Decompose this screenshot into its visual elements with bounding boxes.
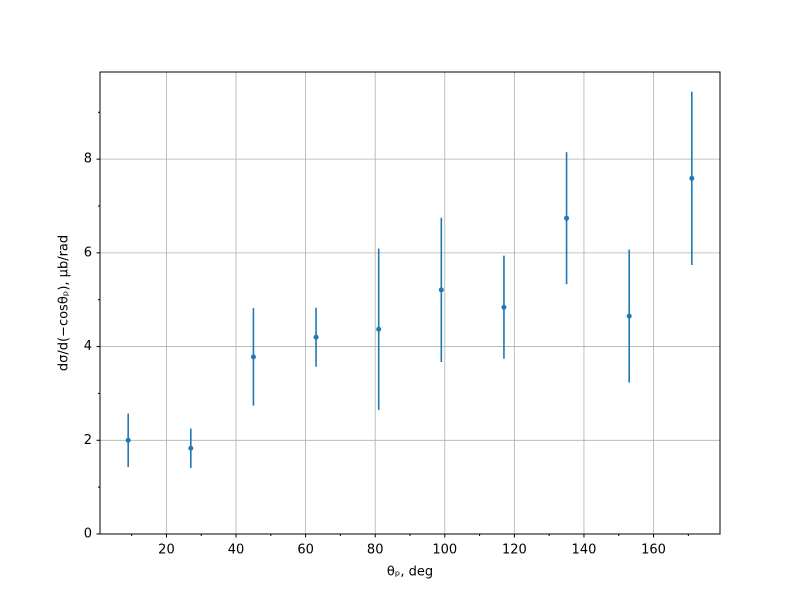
data-point xyxy=(250,354,256,360)
y-axis-label: dσ/d(−cosθₚ), μb/rad xyxy=(57,235,72,371)
data-point xyxy=(438,287,444,293)
y-tick-label: 6 xyxy=(84,245,92,260)
data-point xyxy=(313,334,319,340)
data-point xyxy=(125,437,131,443)
plot-area xyxy=(125,91,695,468)
y-tick-label: 8 xyxy=(84,152,92,167)
x-tick-label: 140 xyxy=(572,543,597,558)
data-point xyxy=(626,313,632,319)
x-tick-label: 40 xyxy=(228,543,245,558)
data-point xyxy=(376,326,382,332)
x-tick-label: 120 xyxy=(502,543,527,558)
data-point xyxy=(689,175,695,181)
x-tick-label: 160 xyxy=(641,543,666,558)
y-tick-label: 0 xyxy=(84,527,92,542)
data-point xyxy=(564,215,570,221)
x-tick-label: 20 xyxy=(158,543,175,558)
x-tick-label: 100 xyxy=(432,543,457,558)
y-tick-label: 2 xyxy=(84,433,92,448)
y-tick-label: 4 xyxy=(84,339,92,354)
data-point xyxy=(188,445,194,451)
grid xyxy=(100,72,720,535)
data-point xyxy=(501,304,507,310)
x-axis-label: θₚ, deg xyxy=(387,565,433,580)
x-tick-label: 80 xyxy=(367,543,384,558)
x-tick-label: 60 xyxy=(297,543,314,558)
